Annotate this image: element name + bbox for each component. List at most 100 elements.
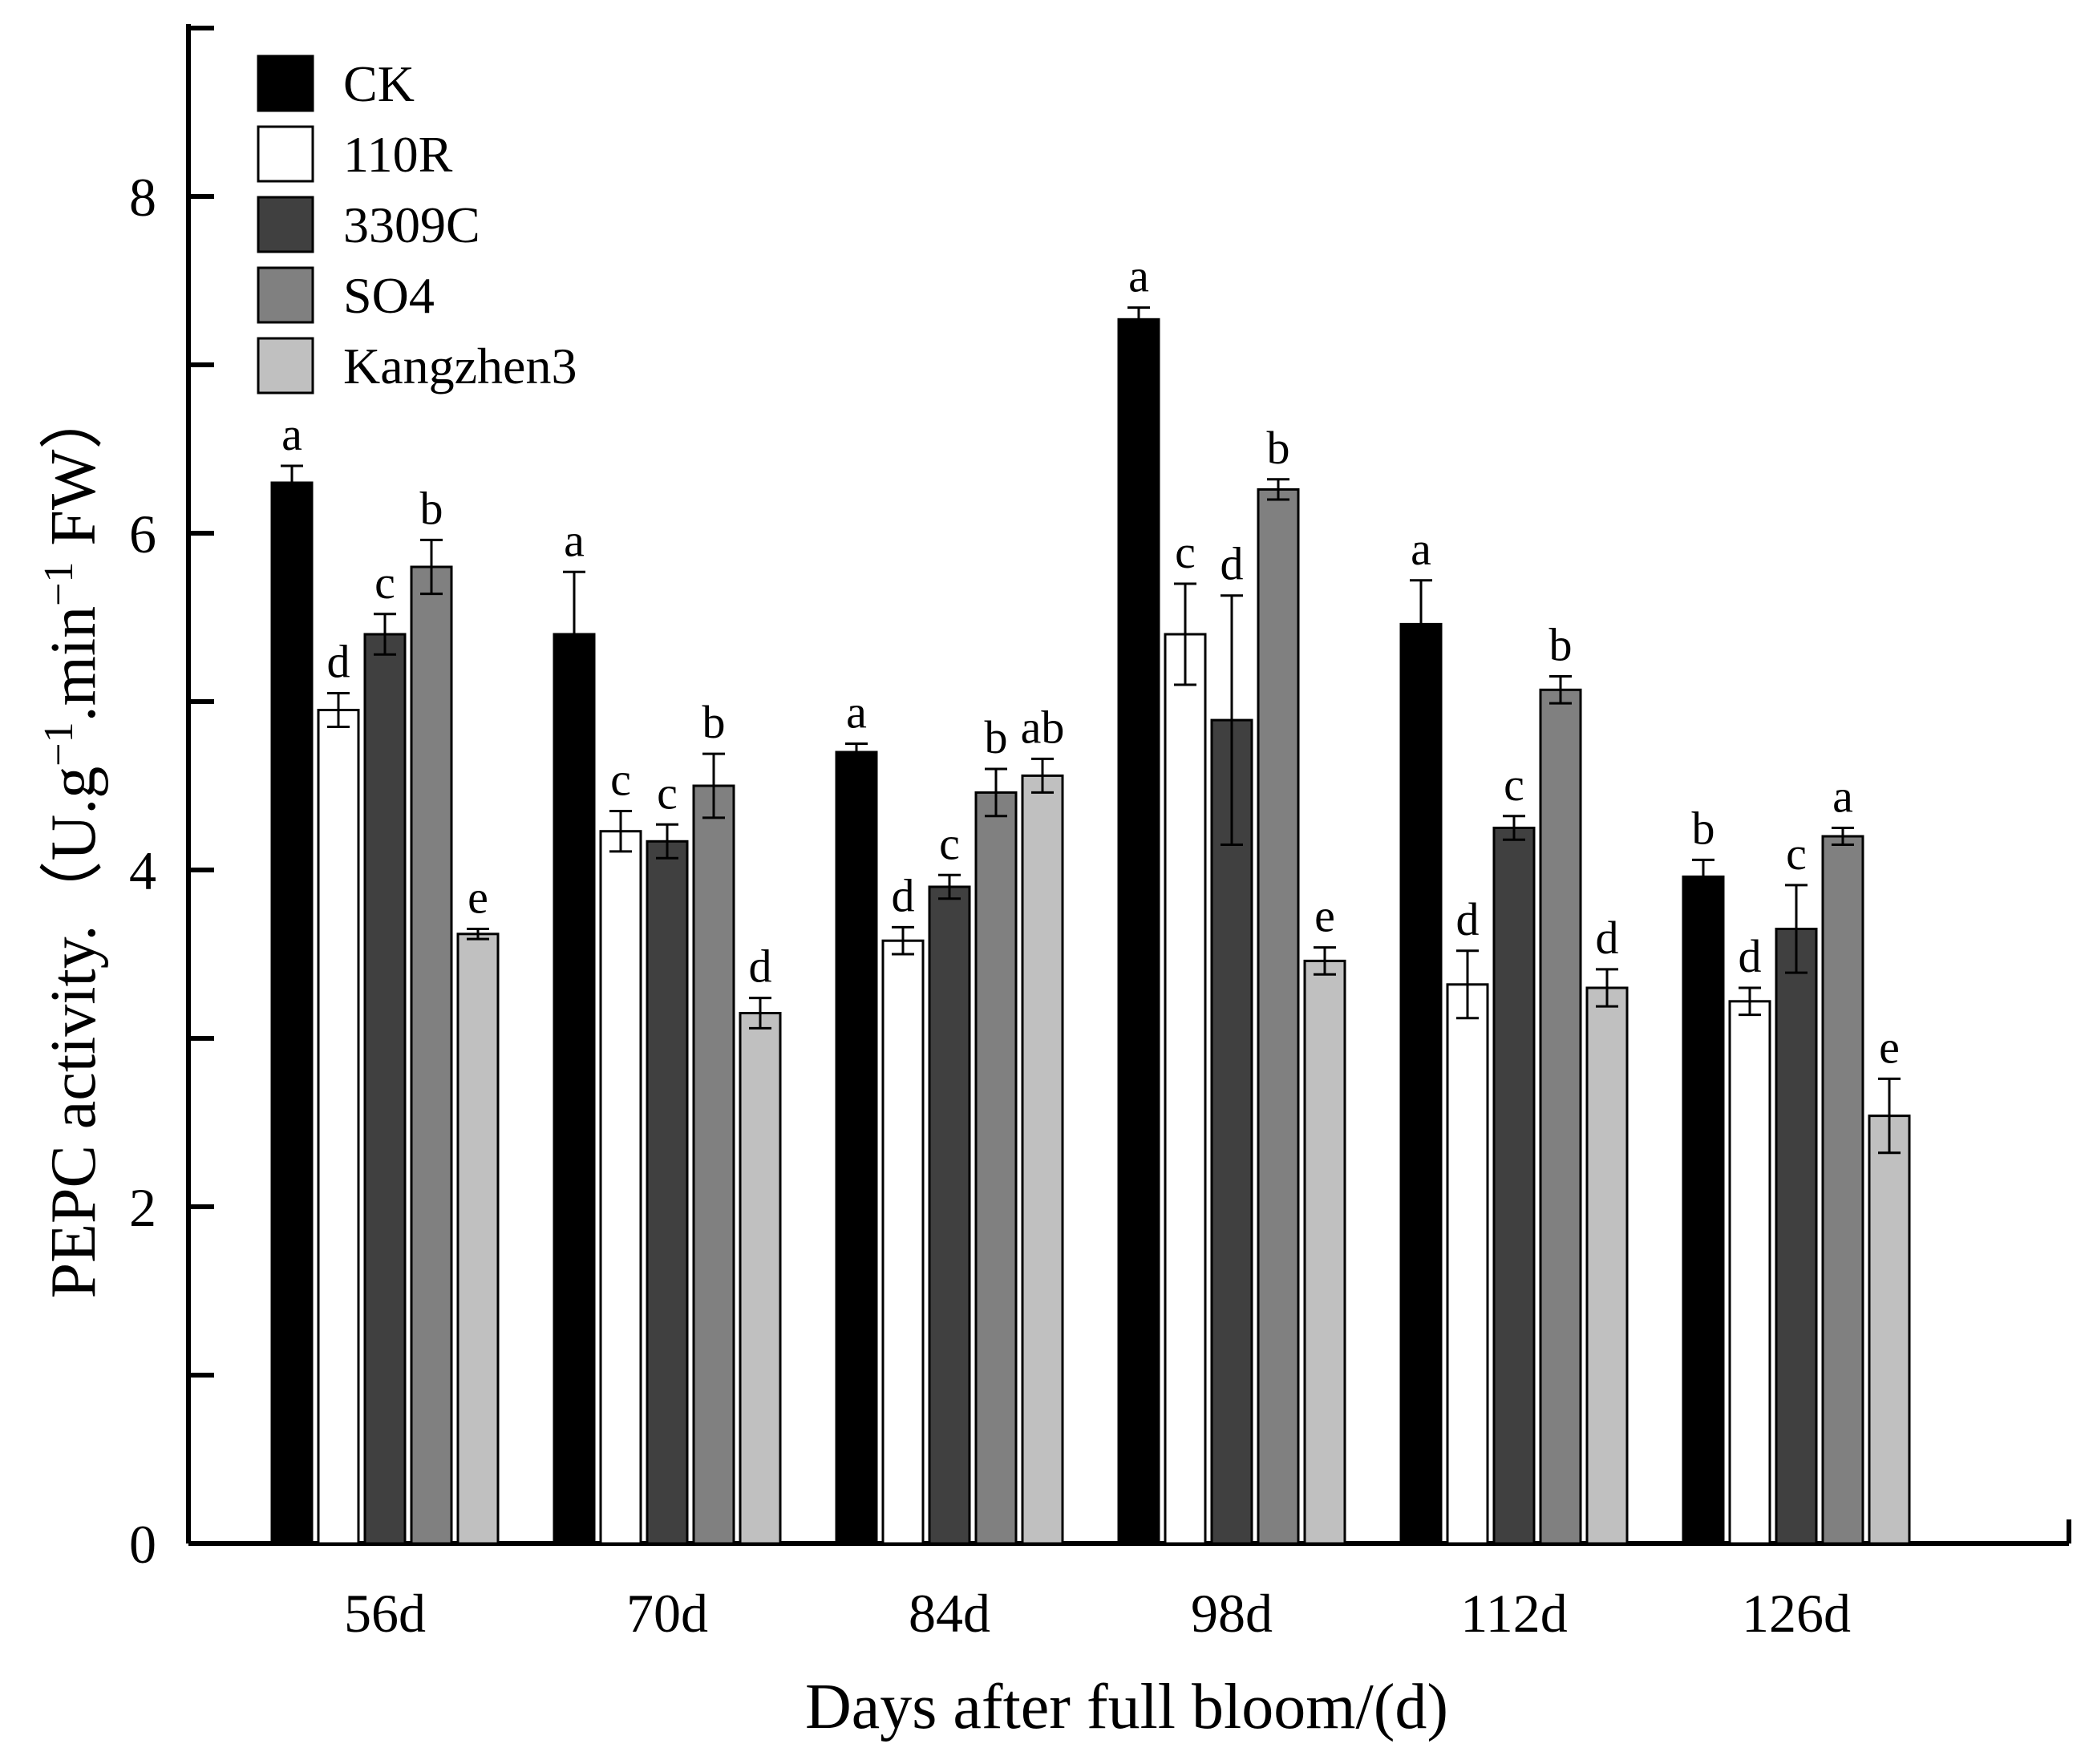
error-bar-3309C-70d [656,823,678,860]
sig-label-Kangzhen3-70d: d [749,941,772,993]
error-bar-Kangzhen3-70d [749,997,771,1030]
x-tick-label-56d: 56d [344,1583,426,1644]
legend-swatch-SO4 [257,266,314,324]
legend-item-Kangzhen3: Kangzhen3 [257,337,577,394]
bar-Kangzhen3-112d [1585,986,1629,1545]
legend-item-SO4: SO4 [257,266,435,324]
y-axis-title-part: FW） [38,386,109,562]
bar-Kangzhen3-84d [1021,774,1064,1545]
sig-label-SO4-70d: b [702,696,726,748]
bar-110R-126d [1728,1000,1771,1545]
y-axis-title-superscript: −1 [36,722,82,766]
error-bar-3309C-98d [1221,594,1243,846]
error-bar-3309C-56d [374,613,396,656]
y-axis-title-superscript: −1 [36,562,82,606]
error-bar-110R-98d [1174,582,1196,686]
bar-CK-84d [835,751,878,1545]
bar-CK-112d [1399,622,1443,1545]
legend-label-110R: 110R [343,126,453,183]
legend-swatch-3309C [257,196,314,253]
error-bar-SO4-70d [702,752,725,819]
sig-label-SO4-112d: b [1549,619,1573,671]
bar-SO4-70d [692,784,735,1545]
bar-SO4-84d [974,791,1018,1545]
y-tick-label-2: 2 [129,1177,156,1238]
error-bar-110R-112d [1456,949,1479,1020]
error-bar-CK-70d [563,570,585,698]
y-tick-label-6: 6 [129,504,156,564]
x-tick-label-126d: 126d [1742,1583,1851,1644]
axes: 0 2 4 6 8 56d 70d 84d 98d 112d 126d [129,24,2071,1644]
error-bar-SO4-98d [1267,478,1289,501]
bar-3309C-84d [928,885,971,1545]
legend-item-CK: CK [257,55,415,112]
sig-label-CK-112d: a [1411,523,1431,575]
y-tick-label-8: 8 [129,167,156,228]
x-tick-label-84d: 84d [909,1583,990,1644]
bar-110R-56d [317,709,360,1545]
sig-label-110R-98d: c [1175,526,1196,578]
y-tick-label-0: 0 [129,1514,156,1575]
legend: CK 110R 3309C SO4 Kangzhen3 [257,55,577,394]
bar-110R-98d [1164,633,1207,1545]
bar-CK-70d [553,633,596,1545]
bar-SO4-112d [1539,688,1582,1545]
sig-label-Kangzhen3-126d: e [1879,1021,1900,1073]
sig-label-SO4-84d: b [985,711,1008,763]
error-bar-Kangzhen3-98d [1314,946,1336,976]
bar-Kangzhen3-98d [1303,959,1346,1545]
error-bar-3309C-112d [1503,815,1525,841]
x-tick-label-112d: 112d [1460,1583,1567,1644]
error-bar-110R-126d [1739,986,1761,1017]
bar-110R-70d [599,830,642,1545]
error-bar-3309C-126d [1785,884,1808,974]
bar-3309C-70d [646,840,689,1545]
legend-label-Kangzhen3: Kangzhen3 [343,338,577,394]
error-bar-3309C-84d [938,873,961,900]
legend-swatch-110R [257,125,314,183]
legend-swatch-CK [257,55,314,112]
error-bar-CK-112d [1410,579,1432,670]
bar-CK-56d [270,481,314,1545]
error-bar-SO4-126d [1832,827,1854,846]
sig-label-3309C-126d: c [1786,827,1807,880]
legend-item-3309C: 3309C [257,196,480,253]
bar-110R-112d [1446,983,1489,1545]
bar-3309C-56d [363,633,407,1545]
y-tick-label-4: 4 [129,840,156,901]
error-bar-CK-126d [1692,858,1714,895]
error-bar-Kangzhen3-56d [467,928,489,941]
bar-3309C-98d [1210,718,1253,1545]
bar-Kangzhen3-56d [456,933,500,1545]
x-axis-title: Days after full bloom/(d) [805,1672,1448,1742]
sig-label-3309C-84d: c [939,817,960,869]
sig-label-110R-126d: d [1739,930,1762,982]
bar-SO4-56d [410,565,453,1545]
sig-label-110R-56d: d [327,636,350,688]
bar-110R-84d [881,939,925,1545]
bar-CK-98d [1117,318,1160,1545]
sig-label-SO4-126d: a [1832,771,1853,823]
sig-label-CK-84d: a [846,686,867,738]
error-bar-SO4-112d [1549,675,1572,705]
bar-SO4-126d [1821,835,1864,1545]
error-bar-110R-84d [892,925,914,956]
error-bar-CK-56d [281,464,303,501]
legend-label-CK: CK [343,55,415,112]
legend-label-SO4: SO4 [343,267,435,324]
sig-label-CK-56d: a [281,408,302,460]
legend-item-110R: 110R [257,125,453,183]
error-bar-110R-70d [609,810,632,853]
sig-label-SO4-98d: b [1267,422,1290,474]
bars [270,318,1911,1545]
sig-label-CK-70d: a [564,514,585,566]
sig-label-3309C-112d: c [1504,759,1524,811]
error-bar-110R-56d [327,692,350,728]
sig-label-3309C-98d: d [1221,538,1244,590]
sig-label-Kangzhen3-98d: e [1314,890,1335,942]
sig-label-110R-84d: d [892,869,915,921]
error-bar-Kangzhen3-126d [1878,1077,1901,1155]
bar-3309C-112d [1492,827,1536,1545]
